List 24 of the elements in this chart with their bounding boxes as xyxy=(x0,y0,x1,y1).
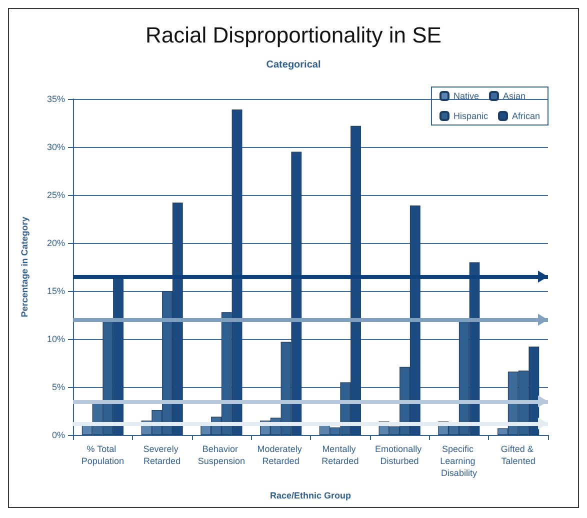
x-tick-label: Emotionally Disturbed xyxy=(375,444,424,466)
x-tick-label: Moderately Retarded xyxy=(257,444,304,466)
legend-label: Asian xyxy=(502,91,526,101)
y-tick-label: 5% xyxy=(52,382,65,392)
y-tick-label: 15% xyxy=(46,286,65,296)
y-tick-label: 10% xyxy=(46,334,65,344)
chart-subtitle: Categorical xyxy=(266,60,321,70)
x-tick-label: Severely Retarded xyxy=(143,444,181,466)
y-tick-label: 25% xyxy=(46,190,65,200)
x-tick-label: Gifted & Talented xyxy=(500,444,536,466)
y-tick-label: 30% xyxy=(46,142,65,152)
chart-title: Racial Disproportionality in SE xyxy=(146,22,442,48)
y-axis-title: Percentage in Category xyxy=(20,216,30,318)
y-tick-label: 20% xyxy=(46,238,65,248)
x-axis-title: Race/Ethnic Group xyxy=(270,490,352,500)
x-tick-label: Mentally Retarded xyxy=(322,444,359,466)
x-tick-label: Specific Learning Disability xyxy=(440,444,478,478)
legend-label: Native xyxy=(453,91,479,101)
y-tick-label: 0% xyxy=(52,430,65,440)
y-tick-label: 35% xyxy=(46,94,65,104)
legend-label: Hispanic xyxy=(453,111,488,121)
legend-label: African xyxy=(512,111,540,121)
x-tick-label: Behavior Suspension xyxy=(198,444,245,466)
x-tick-label: % Total Population xyxy=(81,444,124,466)
